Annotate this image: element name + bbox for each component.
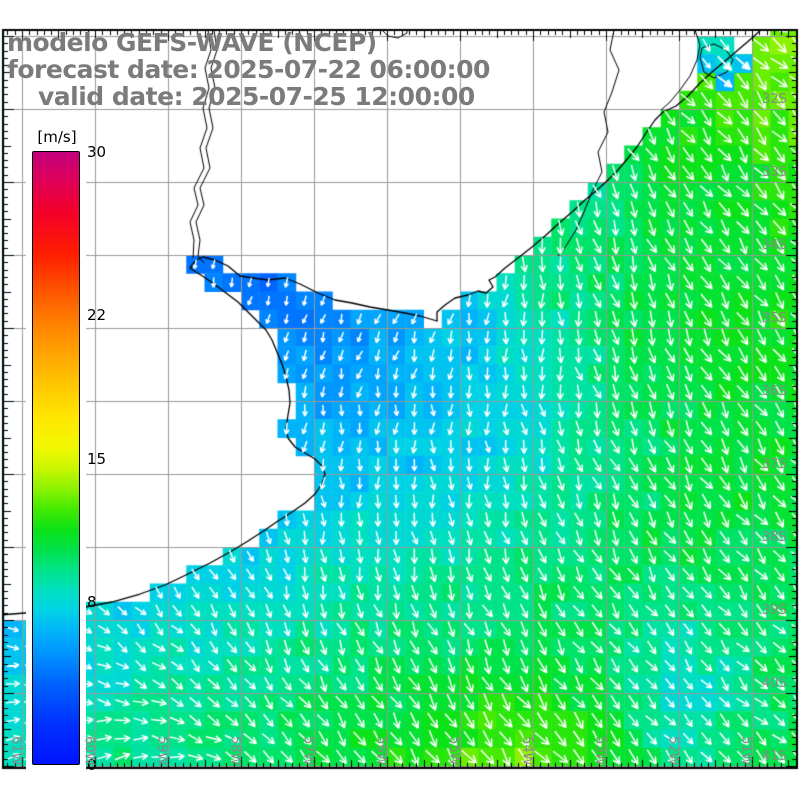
lon-label-51W: 51W: [738, 736, 753, 766]
lat-label-36S: 36S: [762, 384, 787, 399]
lon-label-55W: 55W: [446, 736, 461, 766]
lat-label-41S: 41S: [762, 749, 787, 764]
forecast-date-label: forecast date: 2025-07-22 06:00:00: [7, 55, 490, 84]
lon-label-58W: 58W: [227, 736, 242, 766]
lon-label-57W: 57W: [300, 736, 315, 766]
lat-label-33S: 33S: [762, 165, 787, 180]
lon-label-53W: 53W: [592, 736, 607, 766]
lon-label-59W: 59W: [154, 736, 169, 766]
colorbar-gradient: [32, 151, 80, 765]
lat-label-38S: 38S: [762, 530, 787, 545]
lat-label-37S: 37S: [762, 457, 787, 472]
lat-label-39S: 39S: [762, 603, 787, 618]
colorbar-unit-label: [m/s]: [37, 128, 77, 146]
lat-label-32S: 32S: [762, 92, 787, 107]
lon-label-56W: 56W: [373, 736, 388, 766]
lat-label-35S: 35S: [762, 311, 787, 326]
lon-label-60W: 60W: [81, 736, 96, 766]
colorbar-tick-22: 22: [87, 306, 107, 325]
lat-label-40S: 40S: [762, 676, 787, 691]
colorbar-tick-15: 15: [87, 449, 107, 468]
model-title: modelo GEFS-WAVE (NCEP): [7, 28, 377, 57]
lon-label-54W: 54W: [519, 736, 534, 766]
valid-date-label: valid date: 2025-07-25 12:00:00: [38, 82, 475, 111]
lon-label-61W: 61W: [8, 736, 23, 766]
lat-label-34S: 34S: [762, 238, 787, 253]
colorbar-tick-0: 0: [87, 756, 97, 774]
lon-label-52W: 52W: [665, 736, 680, 766]
colorbar-tick-30: 30: [87, 143, 107, 161]
colorbar: [26, 125, 86, 777]
colorbar-tick-8: 8: [87, 592, 97, 611]
